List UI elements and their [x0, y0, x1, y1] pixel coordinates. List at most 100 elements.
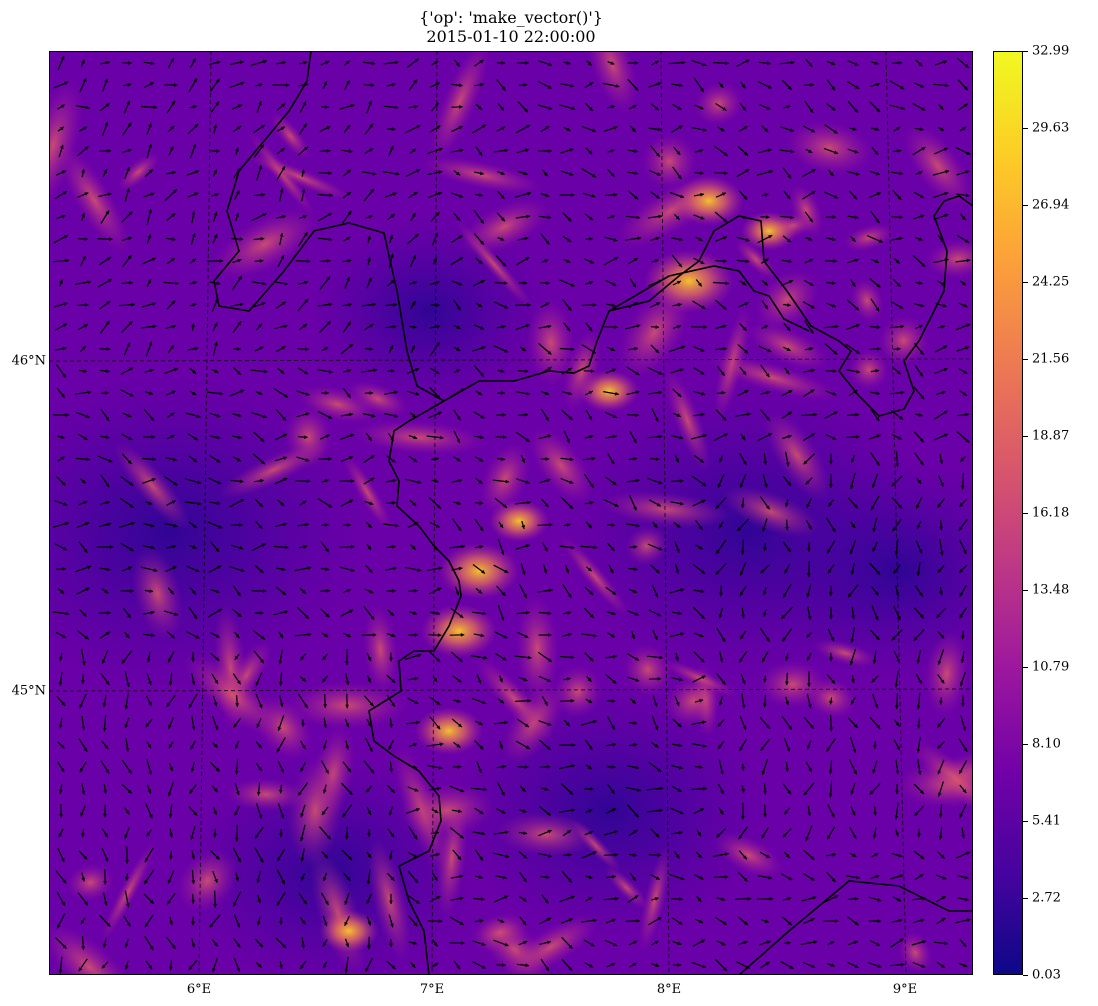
- wind-vector-head: [501, 61, 505, 65]
- colorbar-tick-mark: [1023, 513, 1028, 514]
- wind-vector-head: [191, 681, 196, 685]
- wind-vector-head: [392, 192, 397, 196]
- wind-vector-head: [588, 327, 593, 332]
- wind-vector-head: [322, 656, 327, 661]
- wind-vector-head: [741, 84, 746, 89]
- wind-vector-head: [433, 942, 438, 947]
- wind-vector-head: [611, 699, 616, 703]
- wind-vector-head: [456, 171, 460, 176]
- wind-vector-head: [503, 281, 508, 285]
- moderate-wind-band: [270, 112, 311, 160]
- wind-vector-head: [78, 967, 83, 972]
- wind-vector-head: [125, 810, 130, 815]
- moderate-wind-band: [903, 123, 973, 208]
- wind-vector-head: [456, 347, 461, 351]
- wind-vector-head: [457, 856, 462, 860]
- wind-vector-head: [103, 813, 107, 818]
- wind-vector-head: [718, 614, 723, 619]
- wind-vector-head: [895, 592, 900, 597]
- wind-vector-head: [740, 504, 745, 509]
- wind-vector-head: [725, 61, 729, 66]
- moderate-wind-band: [49, 923, 137, 975]
- wind-vector-head: [106, 320, 110, 325]
- wind-vector-head: [675, 215, 680, 220]
- wind-vector-head: [504, 830, 509, 835]
- wind-vector-head: [833, 350, 838, 355]
- wind-vector-head: [329, 193, 333, 198]
- wind-vector-head: [152, 324, 157, 329]
- wind-vector-head: [761, 770, 766, 775]
- wind-vector-head: [920, 84, 924, 88]
- wind-vector-head: [764, 128, 769, 132]
- wind-vector-head: [500, 237, 505, 241]
- wind-vector-head: [920, 214, 925, 219]
- wind-vector-head: [653, 524, 658, 528]
- wind-vector-head: [504, 942, 509, 947]
- wind-vector-head: [675, 458, 679, 463]
- wind-vector-head: [611, 962, 616, 967]
- wind-vector-head: [589, 280, 594, 285]
- wind-vector-head: [920, 395, 925, 400]
- wind-vector-head: [348, 856, 352, 860]
- wind-vector-head: [145, 923, 149, 928]
- wind-vector-head: [633, 721, 638, 725]
- wind-vector-head: [325, 613, 330, 618]
- wind-vector-head: [766, 416, 770, 421]
- wind-vector-head: [633, 567, 638, 571]
- wind-vector-head: [591, 456, 596, 461]
- wind-vector-head: [679, 897, 683, 901]
- wind-vector-head: [285, 83, 290, 87]
- wind-vector-head: [83, 126, 87, 131]
- wind-vector-head: [633, 589, 637, 594]
- wind-vector-head: [876, 192, 881, 196]
- wind-vector-head: [146, 832, 151, 837]
- moderate-wind-band: [713, 832, 784, 879]
- wind-vector-head: [721, 192, 726, 196]
- wind-vector-head: [526, 544, 530, 548]
- wind-vector-head: [788, 725, 792, 730]
- wind-vector-head: [654, 743, 659, 748]
- wind-vector-head: [876, 108, 880, 113]
- wind-vector-head: [192, 105, 197, 109]
- wind-vector-head: [280, 369, 285, 374]
- wind-vector-head: [83, 369, 88, 373]
- wind-vector-head: [943, 433, 948, 438]
- wind-vector-head: [875, 369, 880, 373]
- wind-vector-head: [566, 61, 571, 65]
- wind-vector-head: [919, 372, 923, 377]
- wind-vector-head: [106, 257, 111, 261]
- wind-vector-head: [216, 149, 220, 153]
- wind-speed-map[interactable]: [49, 51, 973, 975]
- wind-vector-head: [876, 283, 881, 288]
- wind-vector-head: [62, 944, 67, 949]
- moderate-wind-band: [100, 841, 156, 943]
- wind-vector-head: [479, 171, 484, 176]
- wind-vector-head: [739, 591, 744, 596]
- wind-vector-head: [895, 259, 900, 264]
- wind-vector-head: [875, 127, 879, 131]
- wind-vector-head: [477, 679, 482, 684]
- wind-vector-head: [611, 725, 615, 730]
- lon-label-7e: 7°E: [419, 982, 445, 997]
- wind-vector-head: [634, 346, 638, 351]
- wind-vector-head: [568, 416, 573, 420]
- wind-vector-head: [897, 436, 902, 440]
- wind-vector-head: [192, 144, 197, 148]
- wind-vector-head: [810, 724, 814, 729]
- wind-vector-head: [170, 412, 175, 417]
- wind-vector-head: [283, 477, 288, 482]
- wind-vector-head: [279, 964, 283, 969]
- wind-vector-head: [525, 610, 530, 615]
- wind-vector-head: [588, 416, 592, 420]
- wind-vector-head: [458, 723, 462, 728]
- wind-vector-head: [213, 234, 218, 239]
- wind-vector-head: [411, 963, 416, 968]
- wind-vector-head: [742, 281, 747, 286]
- wind-vector-head: [739, 483, 744, 488]
- wind-vector-head: [346, 369, 351, 373]
- wind-vector-head: [501, 391, 505, 395]
- wind-vector-head: [936, 614, 941, 618]
- wind-vector-head: [436, 725, 441, 730]
- lon-label-8e: 8°E: [656, 982, 682, 997]
- wind-vector-head: [963, 963, 968, 968]
